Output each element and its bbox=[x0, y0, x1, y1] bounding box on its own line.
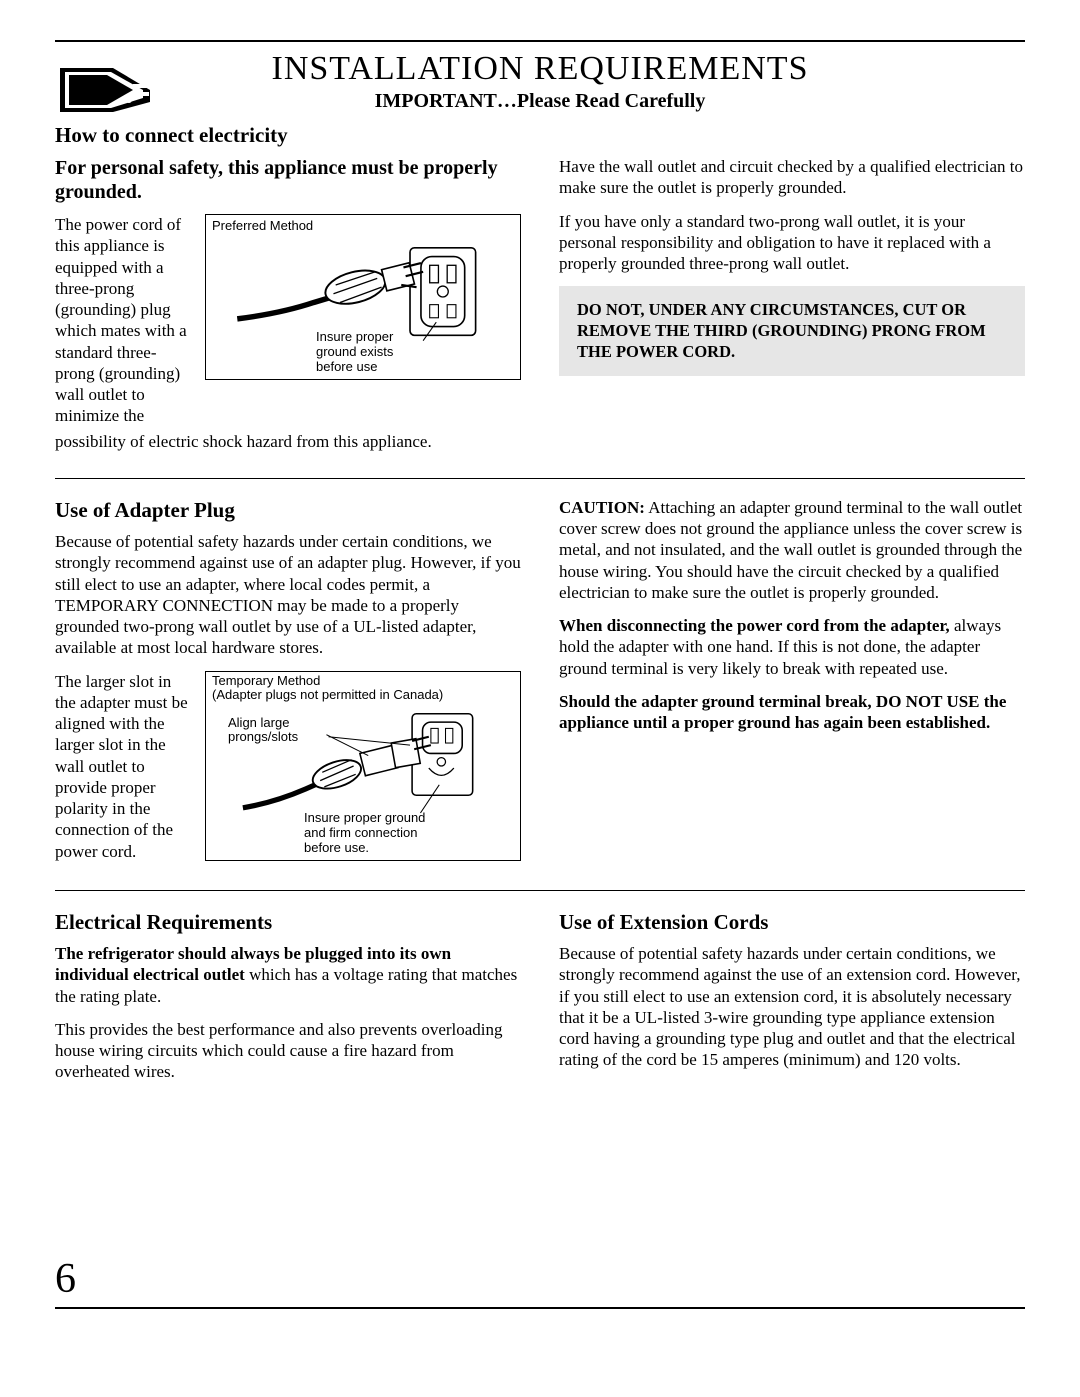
section1-right: Have the wall outlet and circuit checked… bbox=[559, 156, 1025, 452]
section2-right: CAUTION: Attaching an adapter ground ter… bbox=[559, 497, 1025, 864]
main-title: INSTALLATION REQUIREMENTS bbox=[55, 50, 1025, 88]
s2-right-p2: When disconnecting the power cord from t… bbox=[559, 615, 1025, 679]
s2-right-p1: CAUTION: Attaching an adapter ground ter… bbox=[559, 497, 1025, 603]
page-header: INSTALLATION REQUIREMENTS IMPORTANT…Plea… bbox=[55, 50, 1025, 113]
s3-right-p1: Because of potential safety hazards unde… bbox=[559, 943, 1025, 1071]
section1-columns: For personal safety, this appliance must… bbox=[55, 156, 1025, 452]
s3-right-heading: Use of Extension Cords bbox=[559, 909, 1025, 935]
warning-box: DO NOT, UNDER ANY CIRCUMSTANCES, CUT OR … bbox=[559, 286, 1025, 376]
top-rule bbox=[55, 40, 1025, 42]
section3-columns: Electrical Requirements The refrigerator… bbox=[55, 909, 1025, 1095]
s3-left-p2: This provides the best performance and a… bbox=[55, 1019, 521, 1083]
section2-columns: Use of Adapter Plug Because of potential… bbox=[55, 497, 1025, 864]
disconnect-label: When disconnecting the power cord from t… bbox=[559, 616, 950, 635]
fig2-wrap: The larger slot in the adapter must be a… bbox=[55, 671, 521, 862]
fig2-box: Temporary Method (Adapter plugs not perm… bbox=[205, 671, 521, 861]
fig1-box: Preferred Method bbox=[205, 214, 521, 380]
connect-heading: How to connect electricity bbox=[55, 123, 1025, 148]
section3-left: Electrical Requirements The refrigerator… bbox=[55, 909, 521, 1095]
separator-1 bbox=[55, 478, 1025, 479]
s2-left-p1: Because of potential safety hazards unde… bbox=[55, 531, 521, 659]
section3-right: Use of Extension Cords Because of potent… bbox=[559, 909, 1025, 1095]
s2-heading: Use of Adapter Plug bbox=[55, 497, 521, 523]
caution-label: CAUTION: bbox=[559, 498, 645, 517]
page-number: 6 bbox=[55, 1255, 1025, 1303]
fig1-wrap: The power cord of this appliance is equi… bbox=[55, 214, 521, 427]
s3-left-p1: The refrigerator should always be plugge… bbox=[55, 943, 521, 1007]
s3-left-heading: Electrical Requirements bbox=[55, 909, 521, 935]
s1-right-p1: Have the wall outlet and circuit checked… bbox=[559, 156, 1025, 199]
separator-2 bbox=[55, 890, 1025, 891]
fig1-label-ground: Insure proper ground exists before use bbox=[316, 330, 416, 375]
section1-lead: For personal safety, this appliance must… bbox=[55, 156, 521, 204]
fig2-side-text: The larger slot in the adapter must be a… bbox=[55, 671, 195, 862]
fig2-label-ground: Insure proper ground and firm connection… bbox=[304, 811, 444, 856]
section1-left: For personal safety, this appliance must… bbox=[55, 156, 521, 452]
fig1-after-text: possibility of electric shock hazard fro… bbox=[55, 431, 521, 452]
subtitle: IMPORTANT…Please Read Carefully bbox=[55, 90, 1025, 113]
plug-header-icon bbox=[55, 60, 155, 120]
s1-right-p2: If you have only a standard two-prong wa… bbox=[559, 211, 1025, 275]
s2-right-p3: Should the adapter ground terminal break… bbox=[559, 691, 1025, 734]
section2-left: Use of Adapter Plug Because of potential… bbox=[55, 497, 521, 864]
fig1-side-text: The power cord of this appliance is equi… bbox=[55, 214, 195, 427]
bottom-rule bbox=[55, 1307, 1025, 1309]
